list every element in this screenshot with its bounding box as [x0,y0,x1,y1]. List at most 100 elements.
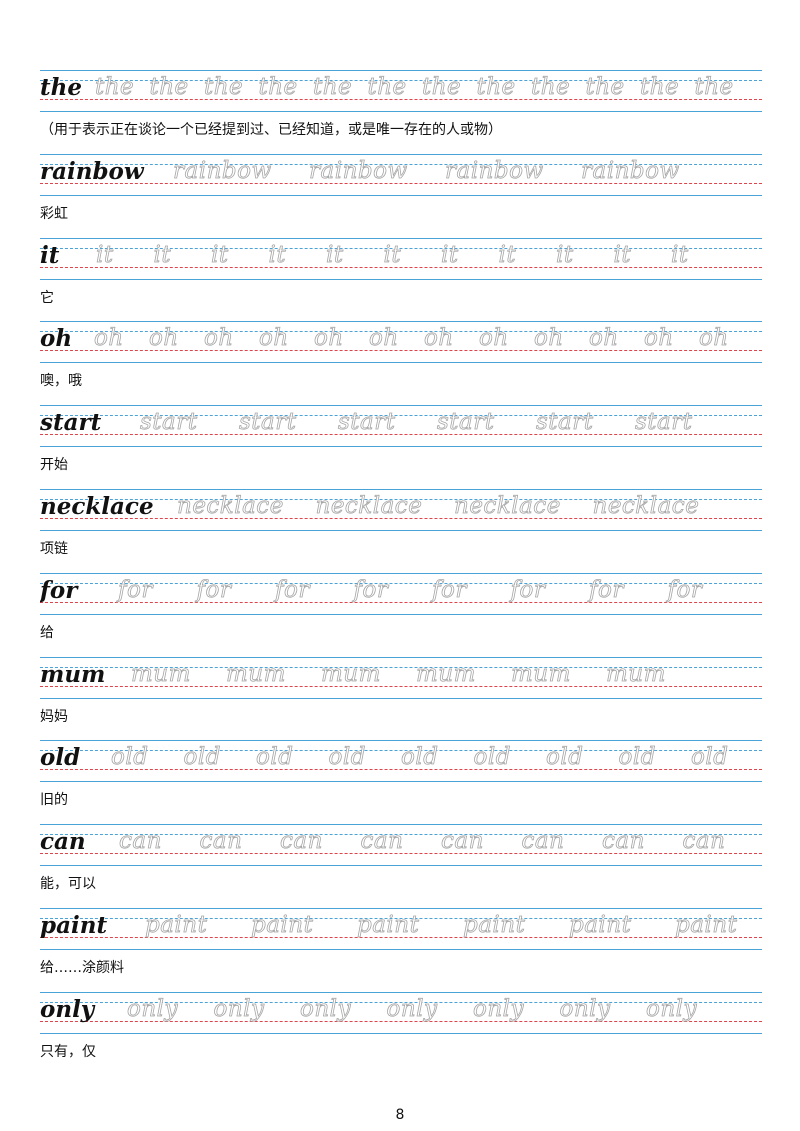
main-word: old [40,744,81,772]
guide-line [40,278,762,280]
trace-word: it [613,241,632,268]
trace-word: rainbow [309,157,408,184]
chinese-meaning: 它 [40,289,54,306]
trace-word: for [353,576,389,603]
guide-line [40,182,762,184]
guide-line [40,1020,762,1022]
guide-line [40,237,762,239]
trace-word: it [211,241,229,268]
main-word: rainbow [40,157,144,185]
trace-word: old [401,744,439,771]
main-word: the [40,74,82,101]
writing-area: old old old old old old old old old old [40,740,762,782]
guide-line [40,991,762,993]
trace-word: the [694,74,734,100]
trace-word: it [268,241,287,268]
trace-word: oh [589,325,619,352]
trace-word: for [118,576,153,603]
main-word: oh [40,325,73,353]
guide-line [40,740,762,742]
writing-area: paint paint paint paint paint paint paint [40,908,762,950]
guide-line [40,666,762,668]
trace-word: oh [644,325,674,352]
guide-line [40,70,762,71]
worksheet-row: old old old old old old old old old old 旧的 [40,740,762,824]
trace-word: only [646,995,698,1022]
trace-word: only [559,995,611,1022]
main-word: it [40,241,60,269]
main-word: necklace [40,493,154,520]
trace-word: the [313,74,353,100]
worksheet-row: mum mum mum mum mum mum mum 妈妈 [40,656,762,741]
trace-word: paint [251,912,314,938]
guide-line [40,572,762,574]
guide-line [40,908,762,909]
trace-word: necklace [454,493,561,519]
guide-line [40,949,762,950]
trace-word: for [510,576,546,603]
trace-word: mum [321,660,381,687]
chinese-meaning: 只有，仅 [40,1043,96,1060]
trace-word: the [476,74,516,100]
trace-word: oh [424,325,454,352]
guide-line [40,530,762,531]
trace-word: can [119,828,162,855]
worksheet-row: rainbow rainbow rainbow rainbow rainbow 彩虹 [40,153,762,238]
guide-line [40,582,762,584]
trace-word: mum [226,660,286,687]
trace-word: paint [463,912,526,938]
trace-word: it [153,241,172,268]
trace-word: rainbow [445,157,544,184]
trace-word: oh [534,325,564,352]
guide-line [40,153,762,155]
writing-area: it it it it it it it it it it it it [40,238,762,280]
trace-word: it [671,241,689,268]
trace-word: for [667,576,703,603]
guide-line [40,656,762,658]
writing-area: rainbow rainbow rainbow rainbow rainbow [40,154,762,196]
writing-area: oh oh oh oh oh oh oh oh oh oh oh oh oh [40,321,762,363]
trace-word: can [441,828,484,855]
worksheet-row: the the the the the the the the the the the the the （… [40,70,762,154]
chinese-meaning: 开始 [40,457,68,474]
guide-line [40,499,762,500]
trace-word: only [213,995,265,1022]
trace-word: old [111,744,149,771]
trace-word: for [589,576,624,603]
trace-word: for [196,576,232,603]
trace-word: the [149,74,189,100]
trace-word: paint [145,912,208,938]
trace-word: the [531,74,571,100]
guide-line [40,834,762,836]
trace-word: only [127,995,179,1022]
guide-line [40,769,762,771]
trace-word: can [199,828,243,855]
trace-word: it [326,241,344,268]
guide-line [40,489,762,490]
guide-line [40,750,762,752]
chinese-meaning: 给……涂颜料 [40,960,124,976]
chinese-meaning: 旧的 [40,792,68,809]
writing-area: only only only only only only only only [40,992,762,1034]
guide-line [40,321,762,323]
trace-word: can [682,828,726,855]
guide-line [40,1032,762,1034]
trace-word: mum [416,660,476,687]
guide-line [40,163,762,165]
guide-line [40,415,762,417]
guide-line [40,685,762,687]
guide-line [40,446,762,448]
trace-word: oh [149,325,179,352]
worksheet-row: necklace necklace necklace necklace necklace… [40,489,762,573]
trace-word: paint [357,912,420,938]
worksheet-row: start start start start start start start 开始 [40,405,762,489]
writing-area: the the the the the the the the the the the the the [40,70,762,112]
trace-word: can [521,828,565,855]
guide-line [40,781,762,783]
trace-word: start [635,409,693,436]
trace-word: oh [699,325,729,352]
guide-line [40,1001,762,1003]
writing-area: start start start start start start start [40,405,762,447]
trace-word: oh [314,325,344,352]
main-word: start [40,409,102,437]
